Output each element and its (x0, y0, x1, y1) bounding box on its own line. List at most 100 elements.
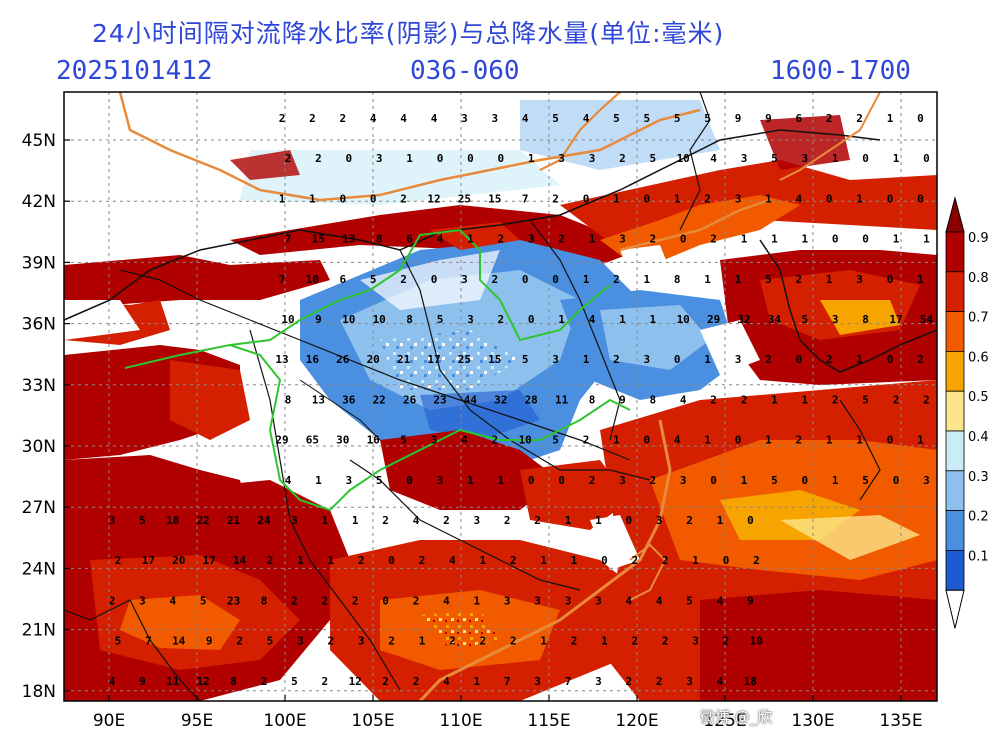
precip-value: 1 (649, 313, 656, 326)
colorbar-segment (945, 231, 965, 273)
precip-value: 2 (686, 514, 693, 527)
precip-value: 21 (227, 514, 241, 527)
precip-value: 4 (710, 152, 717, 165)
precip-value: 29 (707, 313, 720, 326)
precip-value: 5 (437, 313, 444, 326)
precip-value: 1 (467, 474, 474, 487)
precip-value: 1 (856, 192, 863, 205)
precip-value: 2 (109, 594, 116, 607)
precip-value: 22 (197, 514, 210, 527)
precip-value: 12 (427, 192, 440, 205)
precip-value: 8 (376, 233, 383, 246)
precip-value: 3 (832, 313, 839, 326)
precip-value: 2 (413, 675, 420, 688)
precip-value: 2 (400, 192, 407, 205)
precip-value: 2 (583, 434, 590, 447)
precip-value: 10 (281, 313, 294, 326)
lon-tick-label: 115E (527, 711, 570, 731)
precip-value: 1 (571, 554, 578, 567)
precip-value: 1 (352, 514, 359, 527)
precip-value: 2 (491, 434, 498, 447)
colorbar-segment (945, 390, 965, 432)
precip-value: 8 (261, 594, 268, 607)
precip-value: 4 (443, 594, 450, 607)
precip-value: 0 (923, 152, 930, 165)
precip-value: 5 (267, 635, 274, 648)
precip-value: 2 (893, 393, 900, 406)
precip-value: 3 (534, 675, 541, 688)
precip-value: 10 (750, 635, 763, 648)
precip-value: 1 (741, 474, 748, 487)
map-title: 24小时间隔对流降水比率(阴影)与总降水量(单位:毫米) (92, 19, 725, 48)
lon-tick-label: 125E (703, 711, 746, 731)
precip-value: 20 (367, 353, 380, 366)
precip-value: 10 (519, 434, 532, 447)
precip-value: 2 (279, 112, 286, 125)
precip-value: 2 (795, 273, 802, 286)
precip-value: 5 (765, 273, 772, 286)
precip-value: 1 (704, 273, 711, 286)
precip-value: 26 (403, 393, 417, 406)
precip-value: 2 (753, 554, 760, 567)
precip-value: 8 (589, 393, 596, 406)
precip-value: 8 (862, 313, 869, 326)
precip-value: 0 (893, 474, 900, 487)
precip-value: 2 (449, 635, 456, 648)
precip-value: 1 (583, 353, 590, 366)
precip-value: 5 (643, 112, 650, 125)
precip-value: 1 (565, 514, 572, 527)
precip-value: 28 (525, 393, 538, 406)
precip-value: 9 (315, 313, 322, 326)
precip-value: 12 (197, 675, 210, 688)
precip-value: 3 (461, 112, 468, 125)
precip-value: 3 (619, 233, 626, 246)
precip-value: 4 (449, 554, 456, 567)
precip-value: 0 (437, 152, 444, 165)
precip-value: 5 (613, 112, 620, 125)
precip-value: 0 (674, 353, 681, 366)
precip-value: 2 (497, 233, 504, 246)
precip-value: 8 (649, 393, 656, 406)
precip-value: 5 (704, 112, 711, 125)
precip-value: 5 (771, 474, 778, 487)
precip-value: 4 (589, 313, 596, 326)
precip-value: 5 (862, 474, 869, 487)
lat-tick-label: 36N (22, 315, 56, 335)
precip-value: 5 (649, 152, 656, 165)
precip-value: 4 (656, 594, 663, 607)
precip-value: 7 (279, 273, 286, 286)
precip-value: 23 (433, 393, 446, 406)
precip-value: 3 (801, 152, 808, 165)
precip-value: 17 (142, 554, 155, 567)
precip-value: 1 (801, 233, 808, 246)
precip-value: 0 (887, 434, 894, 447)
precip-value: 2 (723, 635, 730, 648)
precip-value: 1 (321, 514, 328, 527)
lon-tick-label: 105E (351, 711, 394, 731)
precip-value: 0 (382, 594, 389, 607)
colorbar-bottom-arrow (945, 589, 965, 629)
precip-value: 4 (370, 112, 377, 125)
precip-value: 1 (917, 273, 924, 286)
lon-tick-label: 90E (93, 711, 125, 731)
precip-value: 2 (358, 554, 365, 567)
precip-value: 1 (826, 273, 833, 286)
precip-value: 1 (473, 594, 480, 607)
precip-value: 2 (510, 554, 517, 567)
precip-value: 10 (677, 313, 690, 326)
precip-value: 2 (497, 313, 504, 326)
precip-value: 3 (686, 675, 693, 688)
precip-value: 3 (692, 635, 699, 648)
precip-value: 2 (309, 112, 316, 125)
precip-value: 5 (370, 273, 377, 286)
colorbar-label: 0.4 (968, 430, 989, 445)
precip-value: 2 (115, 554, 122, 567)
precip-value: 1 (309, 192, 316, 205)
precip-value: 9 (139, 675, 146, 688)
precip-value: 14 (233, 554, 247, 567)
precip-value: 0 (497, 152, 504, 165)
precip-value: 1 (771, 393, 778, 406)
precip-value: 54 (920, 313, 934, 326)
weibo-watermark: 微博 @_欣 (700, 708, 773, 726)
